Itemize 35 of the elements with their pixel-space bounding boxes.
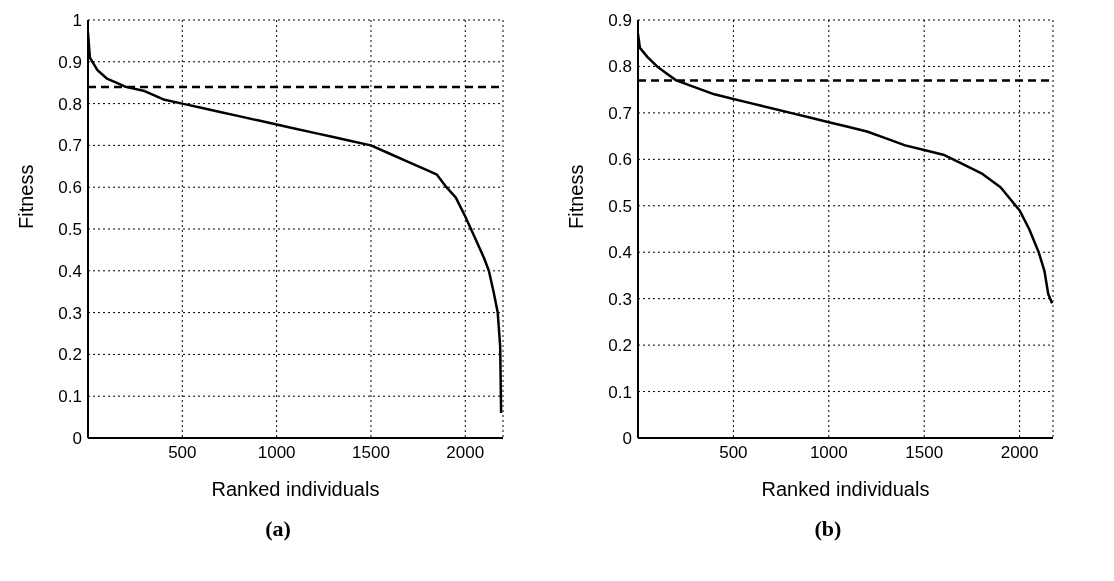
- y-tick-label: 0.3: [608, 289, 632, 309]
- x-axis-title: Ranked individuals: [211, 478, 380, 500]
- x-tick-label: 1000: [257, 443, 296, 463]
- y-tick-label: 0.7: [608, 103, 632, 123]
- x-tick-label: 500: [719, 443, 748, 463]
- text: (a): [264, 516, 292, 542]
- x-tick-label: 1000: [809, 443, 848, 463]
- y-tick-label: 0.6: [58, 178, 82, 198]
- y-tick-label: 0.4: [58, 261, 82, 281]
- y-tick-label: 0.9: [58, 52, 82, 72]
- y-tick-label: 0.8: [608, 57, 632, 77]
- y-tick-label: 0.1: [58, 387, 82, 407]
- y-tick-label: 0: [72, 429, 82, 449]
- y-tick-label: 0.3: [58, 303, 82, 323]
- y-tick-label: 0.7: [58, 136, 82, 156]
- y-tick-label: 0.2: [58, 345, 82, 365]
- y-tick-label: 1: [72, 11, 82, 31]
- x-tick-label: 500: [168, 443, 197, 463]
- x-tick-label: 1500: [352, 443, 390, 463]
- x-tick-label: 1500: [905, 443, 944, 463]
- y-tick-label: 0.6: [608, 150, 632, 170]
- y-tick-label: 0.2: [608, 336, 632, 356]
- y-axis-title: Fitness: [565, 164, 588, 229]
- y-tick-label: 0.5: [608, 196, 632, 216]
- x-axis-title: Ranked individuals: [761, 478, 930, 500]
- text: (b): [813, 516, 843, 542]
- y-tick-label: 0.8: [58, 94, 82, 114]
- y-tick-label: 0.4: [608, 243, 632, 263]
- y-tick-label: 0.9: [608, 11, 632, 31]
- y-tick-label: 0.5: [58, 220, 82, 240]
- y-axis-title: Fitness: [15, 164, 38, 229]
- y-tick-label: 0: [622, 429, 632, 449]
- y-tick-label: 0.1: [608, 382, 632, 402]
- x-tick-label: 2000: [446, 443, 485, 463]
- x-tick-label: 2000: [1000, 443, 1039, 463]
